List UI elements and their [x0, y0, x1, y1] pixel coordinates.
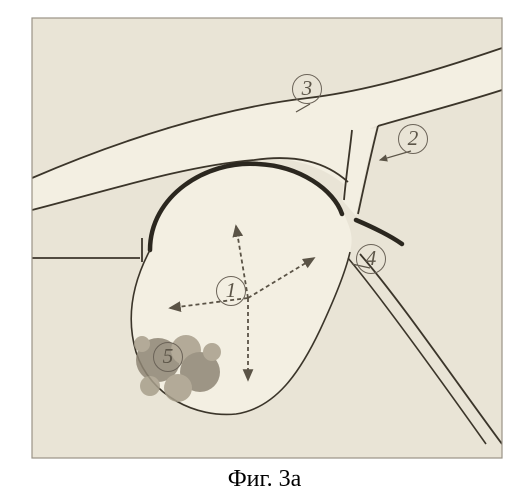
cluster-circle [134, 336, 150, 352]
label-3: 3 [292, 74, 322, 104]
label-4: 4 [356, 244, 386, 274]
cluster-circle [140, 376, 160, 396]
label-1: 1 [216, 276, 246, 306]
figure-caption: Фиг. 3а [0, 466, 529, 493]
cluster-circle [164, 374, 192, 402]
label-5: 5 [153, 342, 183, 372]
label-2: 2 [398, 124, 428, 154]
diagram-svg [0, 0, 529, 500]
figure-wrap: 1 2 3 4 5 Фиг. 3а [0, 0, 529, 500]
cluster-circle [203, 343, 221, 361]
